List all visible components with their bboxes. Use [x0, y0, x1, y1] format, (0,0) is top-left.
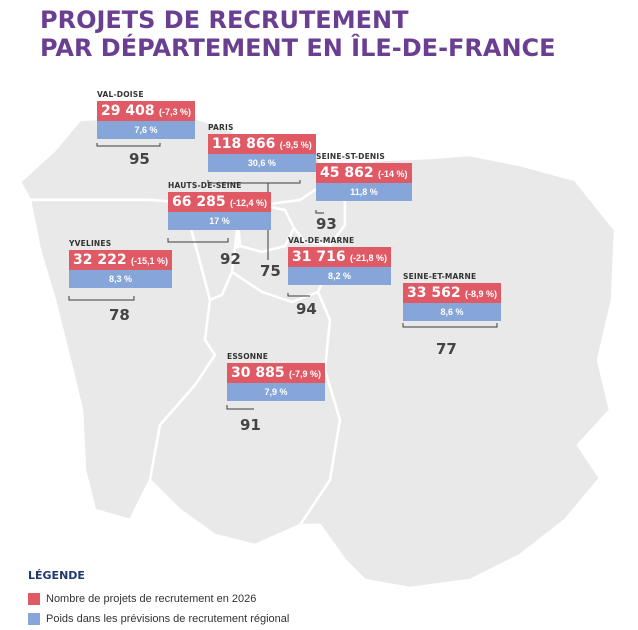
- dept-code-75: 75: [260, 262, 281, 280]
- dept-name: ESSONNE: [227, 352, 269, 361]
- projects-value: 45 862: [320, 165, 374, 181]
- legend-label: Nombre de projets de recrutement en 2026: [46, 593, 257, 605]
- share-box: 7,9 %: [227, 383, 326, 401]
- dept-code-94: 94: [296, 300, 317, 318]
- dept-code-92: 92: [220, 250, 241, 268]
- projects-value: 32 222: [73, 252, 127, 268]
- projects-value: 29 408: [101, 103, 155, 119]
- dept-essonne: ESSONNE 30 885 (-7,9 %) 7,9 %: [227, 352, 326, 401]
- projects-variation: (-8,9 %): [465, 289, 498, 299]
- dept-valdemarne: VAL-DE-MARNE 31 716 (-21,8 %) 8,2 %: [288, 236, 392, 285]
- dept-code-78: 78: [109, 306, 130, 324]
- projects-value: 66 285: [172, 194, 226, 210]
- dept-name: SEINE-ST-DENIS: [316, 152, 385, 161]
- dept-name: HAUTS-DE-SEINE: [168, 181, 242, 190]
- region-seineetmarne: [298, 153, 617, 590]
- projects-variation: (-21,8 %): [350, 253, 388, 263]
- projects-variation: (-9,5 %): [279, 140, 312, 150]
- dept-name: YVELINES: [69, 239, 112, 248]
- share-box: 8,3 %: [69, 270, 173, 288]
- dept-code-77: 77: [436, 340, 457, 358]
- page-title: PROJETS DE RECRUTEMENT PAR DÉPARTEMENT E…: [40, 6, 556, 62]
- legend-item-share: Poids dans les prévisions de recrutement…: [28, 613, 289, 625]
- dept-code-91: 91: [240, 416, 261, 434]
- dept-name: VAL-DOISE: [97, 90, 144, 99]
- projects-box: 30 885 (-7,9 %): [227, 363, 326, 383]
- projects-box: 45 862 (-14 %): [316, 163, 412, 183]
- projects-value: 118 866: [212, 136, 276, 152]
- projects-variation: (-14 %): [378, 169, 408, 179]
- share-box: 8,2 %: [288, 267, 392, 285]
- dept-code-95: 95: [129, 150, 150, 168]
- projects-box: 32 222 (-15,1 %): [69, 250, 173, 270]
- dept-seineetmarne: SEINE-ET-MARNE 33 562 (-8,9 %) 8,6 %: [403, 272, 502, 321]
- projects-value: 33 562: [407, 285, 461, 301]
- dept-name: VAL-DE-MARNE: [288, 236, 355, 245]
- projects-box: 33 562 (-8,9 %): [403, 283, 502, 303]
- dept-code-93: 93: [316, 215, 337, 233]
- legend-label: Poids dans les prévisions de recrutement…: [46, 613, 290, 625]
- projects-variation: (-15,1 %): [131, 256, 169, 266]
- dept-seinestdenis: SEINE-ST-DENIS 45 862 (-14 %) 11,8 %: [316, 152, 412, 201]
- dept-name: SEINE-ET-MARNE: [403, 272, 477, 281]
- share-box: 17 %: [168, 212, 272, 230]
- dept-paris: PARIS 118 866 (-9,5 %) 30,6 %: [208, 123, 316, 172]
- projects-value: 31 716: [292, 249, 346, 265]
- dept-hautsdeseine: HAUTS-DE-SEINE 66 285 (-12,4 %) 17 %: [168, 181, 272, 230]
- share-box: 11,8 %: [316, 183, 412, 201]
- dept-name: PARIS: [208, 123, 234, 132]
- legend-swatch-red: [28, 593, 40, 605]
- title-line-1: PROJETS DE RECRUTEMENT: [40, 6, 409, 34]
- share-box: 30,6 %: [208, 154, 316, 172]
- share-box: 7,6 %: [97, 121, 196, 139]
- projects-box: 66 285 (-12,4 %): [168, 192, 272, 212]
- dept-valdoise: VAL-DOISE 29 408 (-7,3 %) 7,6 %: [97, 90, 196, 139]
- projects-variation: (-7,3 %): [159, 107, 192, 117]
- projects-box: 29 408 (-7,3 %): [97, 101, 196, 121]
- legend-title: LÉGENDE: [28, 569, 85, 582]
- projects-variation: (-12,4 %): [230, 198, 268, 208]
- legend-swatch-blue: [28, 613, 40, 625]
- projects-variation: (-7,9 %): [289, 369, 322, 379]
- projects-box: 118 866 (-9,5 %): [208, 134, 316, 154]
- share-box: 8,6 %: [403, 303, 502, 321]
- title-line-2: PAR DÉPARTEMENT EN ÎLE-DE-FRANCE: [40, 34, 556, 62]
- dept-yvelines: YVELINES 32 222 (-15,1 %) 8,3 %: [69, 239, 173, 288]
- projects-value: 30 885: [231, 365, 285, 381]
- legend-item-projects: Nombre de projets de recrutement en 2026: [28, 593, 256, 605]
- projects-box: 31 716 (-21,8 %): [288, 247, 392, 267]
